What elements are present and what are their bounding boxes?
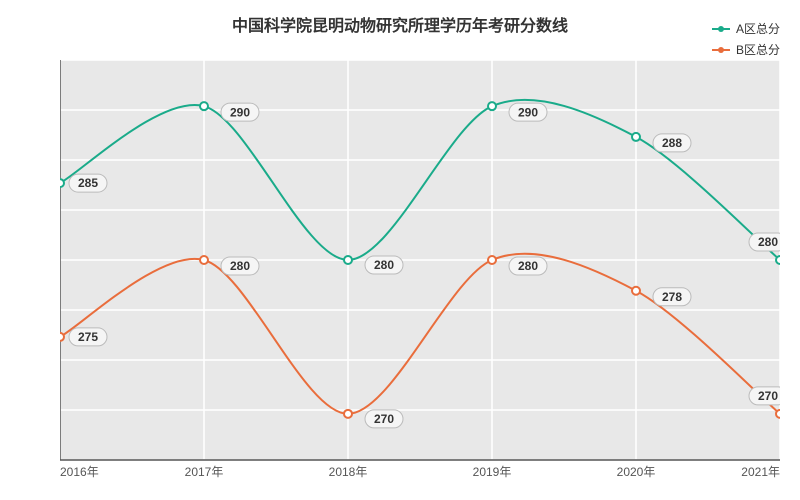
svg-text:280: 280 [374,258,394,272]
legend-label-a: A区总分 [736,20,780,37]
svg-text:280: 280 [758,235,778,249]
svg-text:290: 290 [230,105,250,119]
svg-text:290: 290 [518,105,538,119]
legend-item-b: B区总分 [712,41,780,58]
svg-text:275: 275 [78,330,98,344]
svg-text:278: 278 [662,290,682,304]
svg-text:270: 270 [374,412,394,426]
plot-area: 267270.25273.50276.75280283.25286.50289.… [60,60,780,460]
svg-text:285: 285 [78,176,98,190]
legend-swatch-b [712,49,730,51]
svg-text:2021年: 2021年 [741,465,780,479]
legend: A区总分 B区总分 [712,20,780,62]
legend-label-b: B区总分 [736,41,780,58]
svg-text:2020年: 2020年 [617,465,656,479]
chart-svg: 267270.25273.50276.75280283.25286.50289.… [60,60,780,480]
svg-text:280: 280 [230,259,250,273]
svg-text:2018年: 2018年 [329,465,368,479]
legend-item-a: A区总分 [712,20,780,37]
svg-text:280: 280 [518,259,538,273]
svg-text:2017年: 2017年 [185,465,224,479]
svg-text:2016年: 2016年 [60,465,99,479]
svg-text:2019年: 2019年 [473,465,512,479]
chart-title: 中国科学院昆明动物研究所理学历年考研分数线 [0,12,800,36]
svg-text:288: 288 [662,136,682,150]
svg-text:270: 270 [758,389,778,403]
legend-swatch-a [712,28,730,30]
chart-container: 中国科学院昆明动物研究所理学历年考研分数线 A区总分 B区总分 267270.2… [0,0,800,500]
